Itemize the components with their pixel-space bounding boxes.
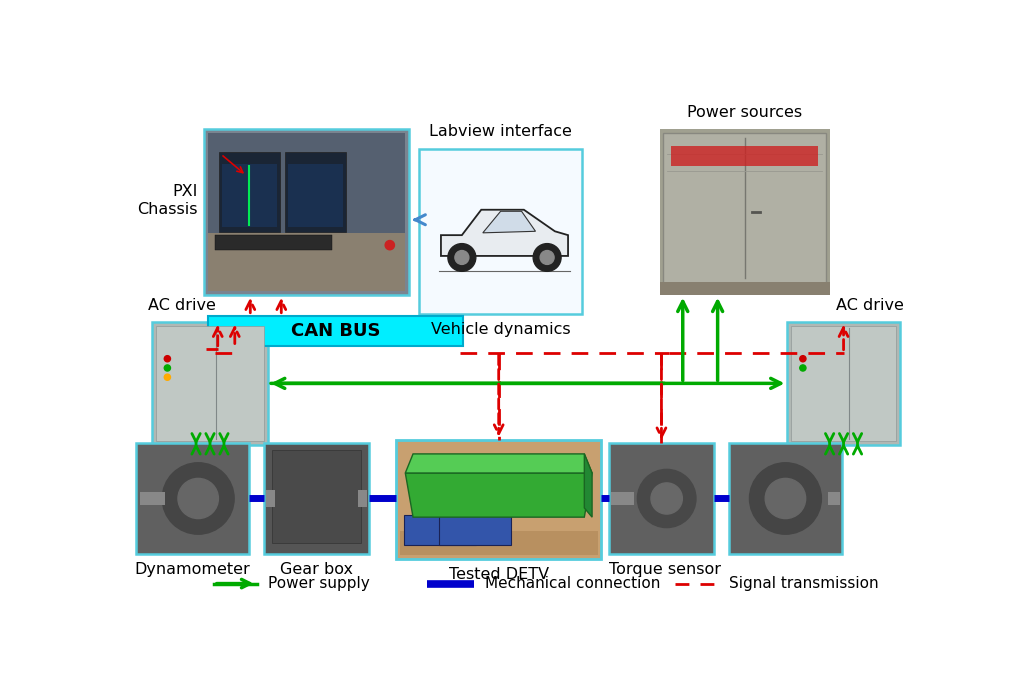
- Bar: [265, 489, 275, 507]
- Circle shape: [165, 365, 171, 371]
- Bar: [396, 439, 601, 559]
- Bar: [208, 233, 405, 291]
- Bar: [787, 322, 899, 445]
- Text: Gear box: Gear box: [280, 562, 353, 577]
- Circle shape: [637, 469, 696, 528]
- Text: Tested DETV: Tested DETV: [449, 567, 548, 581]
- Bar: [208, 316, 463, 347]
- Bar: [137, 443, 249, 555]
- Circle shape: [766, 479, 806, 519]
- Bar: [438, 515, 510, 544]
- Bar: [358, 489, 367, 507]
- Bar: [671, 146, 818, 166]
- Circle shape: [800, 365, 806, 371]
- Bar: [219, 153, 280, 232]
- Polygon shape: [441, 210, 568, 256]
- Text: AC drive: AC drive: [836, 297, 903, 312]
- Bar: [660, 281, 830, 295]
- Text: Vehicle dynamics: Vehicle dynamics: [431, 322, 570, 336]
- Bar: [827, 492, 840, 505]
- Bar: [208, 133, 405, 291]
- Bar: [272, 450, 361, 542]
- Circle shape: [385, 240, 394, 250]
- Text: Mechanical connection: Mechanical connection: [485, 576, 661, 591]
- Bar: [403, 515, 475, 544]
- Circle shape: [455, 250, 469, 264]
- Circle shape: [800, 355, 806, 362]
- Circle shape: [749, 463, 821, 534]
- Circle shape: [163, 463, 235, 534]
- Bar: [609, 443, 714, 555]
- Text: Signal transmission: Signal transmission: [730, 576, 879, 591]
- Polygon shape: [584, 454, 592, 517]
- Bar: [791, 326, 896, 441]
- Bar: [400, 531, 598, 555]
- Circle shape: [178, 479, 218, 519]
- Text: Power supply: Power supply: [269, 576, 369, 591]
- Bar: [664, 133, 826, 291]
- Bar: [730, 443, 842, 555]
- Circle shape: [540, 250, 554, 264]
- Bar: [660, 129, 830, 295]
- Bar: [215, 236, 331, 250]
- Bar: [288, 164, 343, 227]
- Text: AC drive: AC drive: [148, 297, 216, 312]
- Polygon shape: [483, 211, 535, 233]
- Bar: [155, 326, 264, 441]
- Polygon shape: [405, 473, 592, 517]
- Circle shape: [165, 374, 171, 380]
- Bar: [610, 492, 634, 505]
- Bar: [152, 322, 269, 445]
- Text: Torque sensor: Torque sensor: [609, 562, 721, 577]
- Text: Labview interface: Labview interface: [429, 125, 572, 139]
- Text: CAN BUS: CAN BUS: [291, 322, 381, 340]
- Bar: [204, 129, 410, 295]
- Bar: [140, 492, 165, 505]
- Text: Power sources: Power sources: [687, 105, 803, 120]
- Text: Dynamometer: Dynamometer: [135, 562, 250, 577]
- Bar: [264, 443, 368, 555]
- Polygon shape: [405, 454, 592, 473]
- Circle shape: [165, 355, 171, 362]
- Circle shape: [651, 483, 682, 514]
- Text: PXI
Chassis: PXI Chassis: [137, 184, 198, 217]
- Bar: [285, 153, 346, 232]
- Bar: [419, 149, 582, 314]
- Circle shape: [448, 244, 475, 271]
- Circle shape: [533, 244, 561, 271]
- Bar: [222, 164, 277, 227]
